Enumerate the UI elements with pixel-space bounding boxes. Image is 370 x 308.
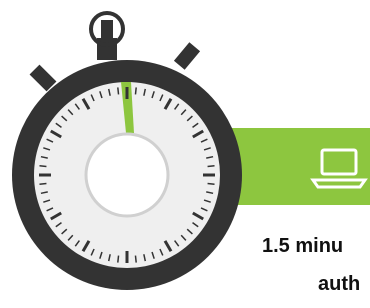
page: 1.5 minu auth (() => { const data = JSON… <box>0 0 370 308</box>
tick <box>208 183 215 184</box>
tick <box>208 166 215 167</box>
tick <box>39 166 46 167</box>
stopwatch <box>12 13 242 290</box>
caption-line: 1.5 minu <box>262 235 343 257</box>
illustration: 1.5 minu auth <box>0 0 370 308</box>
banner <box>225 128 370 205</box>
tick <box>135 87 136 94</box>
banner-bar <box>225 128 370 205</box>
center-dial <box>86 134 168 216</box>
tick <box>118 87 119 94</box>
tick <box>135 256 136 263</box>
tick <box>39 183 46 184</box>
caption-line: auth <box>318 273 360 295</box>
crown <box>91 13 123 60</box>
tick <box>118 256 119 263</box>
